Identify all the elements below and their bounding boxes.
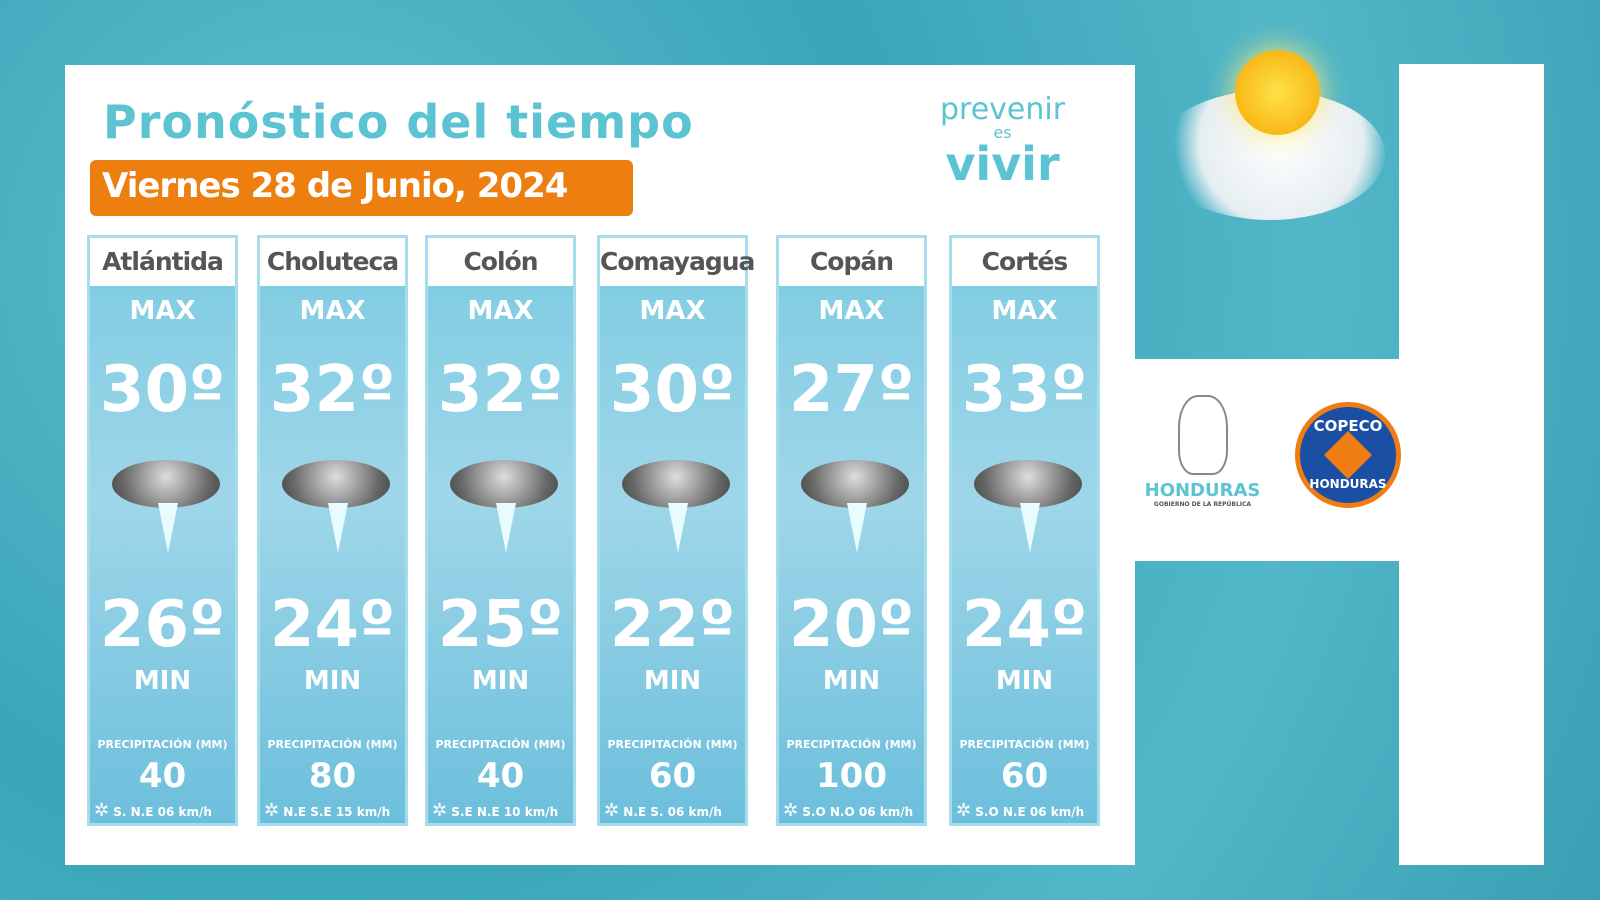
max-label: MAX (299, 296, 366, 326)
lightning-icon (496, 503, 516, 553)
wind-text: S.O N.O 06 km/h (802, 805, 914, 819)
department-name: Choluteca (260, 238, 405, 286)
honduras-logo-text: HONDURAS (1144, 480, 1261, 501)
precip-value: 40 (476, 756, 525, 796)
wind-text: N.E S.E 15 km/h (283, 805, 391, 819)
wind-text: N.E S. 06 km/h (623, 805, 722, 819)
precip-value: 60 (1000, 756, 1049, 796)
department-name: Cortés (952, 238, 1097, 286)
precip-label: PRECIPITACIÓN (MM) (267, 738, 398, 751)
wind-info: ✲ S. N.E 06 km/h (94, 800, 233, 821)
precip-value: 60 (648, 756, 697, 796)
max-label: MAX (639, 296, 706, 326)
logo-text: vivir (945, 137, 1060, 191)
thunderstorm-icon (801, 460, 909, 508)
max-temp: 33º (961, 353, 1088, 427)
max-label: MAX (467, 296, 534, 326)
precip-label: PRECIPITACIÓN (MM) (435, 738, 566, 751)
diamond-icon (1323, 430, 1373, 480)
lightning-icon (668, 503, 688, 553)
min-temp: 24º (269, 588, 396, 662)
max-temp: 27º (788, 353, 915, 427)
page-title: Pronóstico del tiempo (103, 95, 694, 149)
min-temp: 24º (961, 588, 1088, 662)
wind-text: S. N.E 06 km/h (113, 805, 212, 819)
precip-label: PRECIPITACIÓN (MM) (607, 738, 738, 751)
lightning-icon (158, 503, 178, 553)
wind-icon: ✲ (956, 800, 972, 821)
coat-of-arms-icon (1177, 395, 1228, 475)
wind-info: ✲ S.O N.E 06 km/h (956, 800, 1095, 821)
wind-info: ✲ S.E N.E 10 km/h (432, 800, 571, 821)
department-name: Colón (428, 238, 573, 286)
prevenir-logo: prevenir es vivir (940, 92, 1066, 191)
wind-info: ✲ N.E S.E 15 km/h (264, 800, 403, 821)
lightning-icon (328, 503, 348, 553)
precip-value: 40 (138, 756, 187, 796)
min-label: MIN (822, 666, 881, 696)
copeco-bottom-text: HONDURAS (1309, 477, 1387, 491)
honduras-logo: HONDURAS GOBIERNO DE LA REPÚBLICA (1140, 395, 1265, 508)
department-name: Copán (779, 238, 924, 286)
wind-info: ✲ S.O N.O 06 km/h (783, 800, 922, 821)
department-card: Copán MAX 27º 20º MIN PRECIPITACIÓN (MM)… (776, 235, 927, 826)
min-label: MIN (303, 666, 362, 696)
min-label: MIN (471, 666, 530, 696)
wind-icon: ✲ (604, 800, 620, 821)
lightning-icon (847, 503, 867, 553)
department-card: Colón MAX 32º 25º MIN PRECIPITACIÓN (MM)… (425, 235, 576, 826)
logo-text: es (993, 123, 1012, 142)
department-card: Atlántida MAX 30º 26º MIN PRECIPITACIÓN … (87, 235, 238, 826)
max-temp: 30º (99, 353, 226, 427)
wind-icon: ✲ (264, 800, 280, 821)
precip-label: PRECIPITACIÓN (MM) (786, 738, 917, 751)
wind-text: S.E N.E 10 km/h (451, 805, 559, 819)
precip-label: PRECIPITACIÓN (MM) (97, 738, 228, 751)
thunderstorm-icon (974, 460, 1082, 508)
department-name: Atlántida (90, 238, 235, 286)
min-label: MIN (133, 666, 192, 696)
date-banner: Viernes 28 de Junio, 2024 (90, 160, 633, 216)
copeco-top-text: COPECO (1313, 417, 1383, 435)
thunderstorm-icon (112, 460, 220, 508)
wind-info: ✲ N.E S. 06 km/h (604, 800, 743, 821)
thunderstorm-icon (622, 460, 730, 508)
min-label: MIN (643, 666, 702, 696)
department-card: Choluteca MAX 32º 24º MIN PRECIPITACIÓN … (257, 235, 408, 826)
min-label: MIN (995, 666, 1054, 696)
department-name: Comayagua (600, 238, 755, 286)
thunderstorm-icon (450, 460, 558, 508)
min-temp: 26º (99, 588, 226, 662)
max-label: MAX (129, 296, 196, 326)
min-temp: 25º (437, 588, 564, 662)
max-label: MAX (818, 296, 885, 326)
logo-text: prevenir (940, 92, 1066, 127)
department-card: Cortés MAX 33º 24º MIN PRECIPITACIÓN (MM… (949, 235, 1100, 826)
sun-icon (1235, 50, 1320, 135)
wind-icon: ✲ (783, 800, 799, 821)
wind-text: S.O N.E 06 km/h (975, 805, 1085, 819)
thunderstorm-icon (282, 460, 390, 508)
precip-value: 100 (816, 756, 887, 796)
department-card: Comayagua MAX 30º 22º MIN PRECIPITACIÓN … (597, 235, 755, 826)
copeco-logo: COPECO HONDURAS (1295, 402, 1401, 508)
honduras-logo-subtitle: GOBIERNO DE LA REPÚBLICA (1153, 501, 1252, 508)
max-label: MAX (991, 296, 1058, 326)
max-temp: 32º (269, 353, 396, 427)
precip-value: 80 (308, 756, 357, 796)
wind-icon: ✲ (94, 800, 110, 821)
max-temp: 32º (437, 353, 564, 427)
min-temp: 20º (788, 588, 915, 662)
max-temp: 30º (609, 353, 736, 427)
lightning-icon (1020, 503, 1040, 553)
wind-icon: ✲ (432, 800, 448, 821)
white-bar (1399, 64, 1544, 865)
min-temp: 22º (609, 588, 736, 662)
precip-label: PRECIPITACIÓN (MM) (959, 738, 1090, 751)
